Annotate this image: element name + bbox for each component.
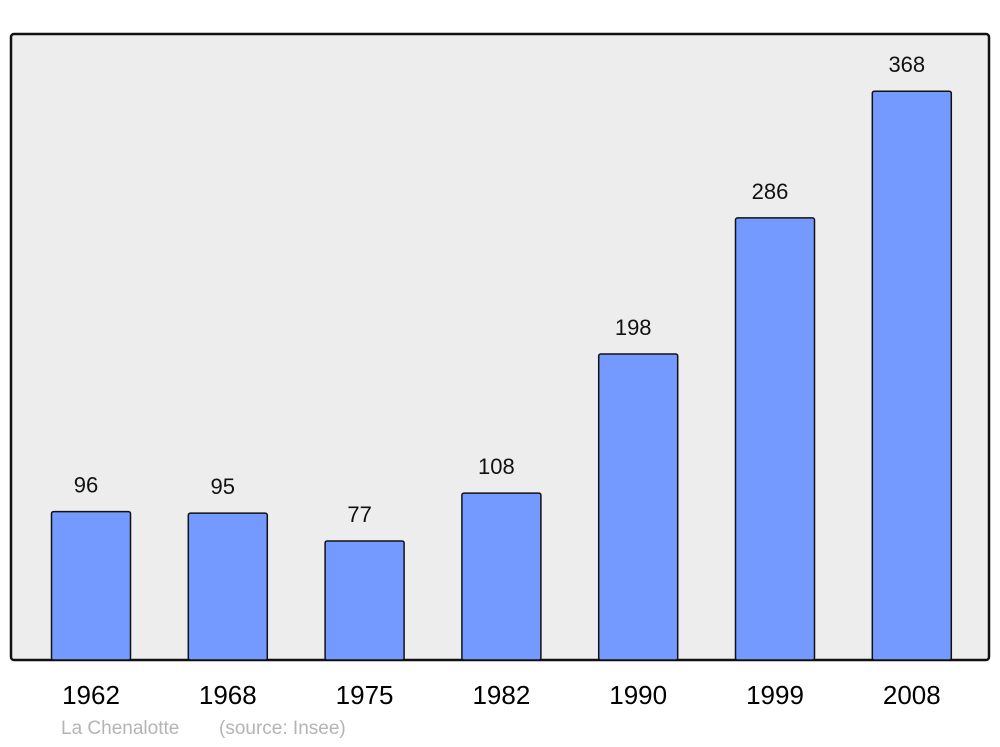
bar-1975: [324, 540, 405, 661]
x-tick-label: 1975: [336, 680, 394, 710]
x-tick-label: 1968: [199, 680, 257, 710]
bar-1990: [597, 353, 679, 661]
x-tick-label: 2008: [883, 680, 941, 710]
bar-1968: [187, 512, 269, 661]
value-label: 95: [211, 474, 235, 499]
bar-1999: [734, 217, 816, 661]
value-label: 77: [347, 502, 371, 527]
bar-2008: [871, 90, 953, 661]
x-tick-label: 1962: [62, 680, 120, 710]
footer-place: La Chenalotte: [61, 718, 180, 739]
x-tick-label: 1999: [746, 680, 804, 710]
value-label: 286: [752, 179, 789, 204]
bar-1962: [50, 510, 132, 661]
value-label: 96: [74, 473, 98, 498]
value-label: 108: [478, 454, 515, 479]
x-tick-label: 1990: [609, 680, 667, 710]
footer-source: (source: Insee): [219, 718, 346, 739]
bar-1982: [461, 492, 542, 661]
x-tick-label: 1982: [472, 680, 530, 710]
value-label: 368: [888, 52, 925, 77]
value-label: 198: [615, 315, 652, 340]
